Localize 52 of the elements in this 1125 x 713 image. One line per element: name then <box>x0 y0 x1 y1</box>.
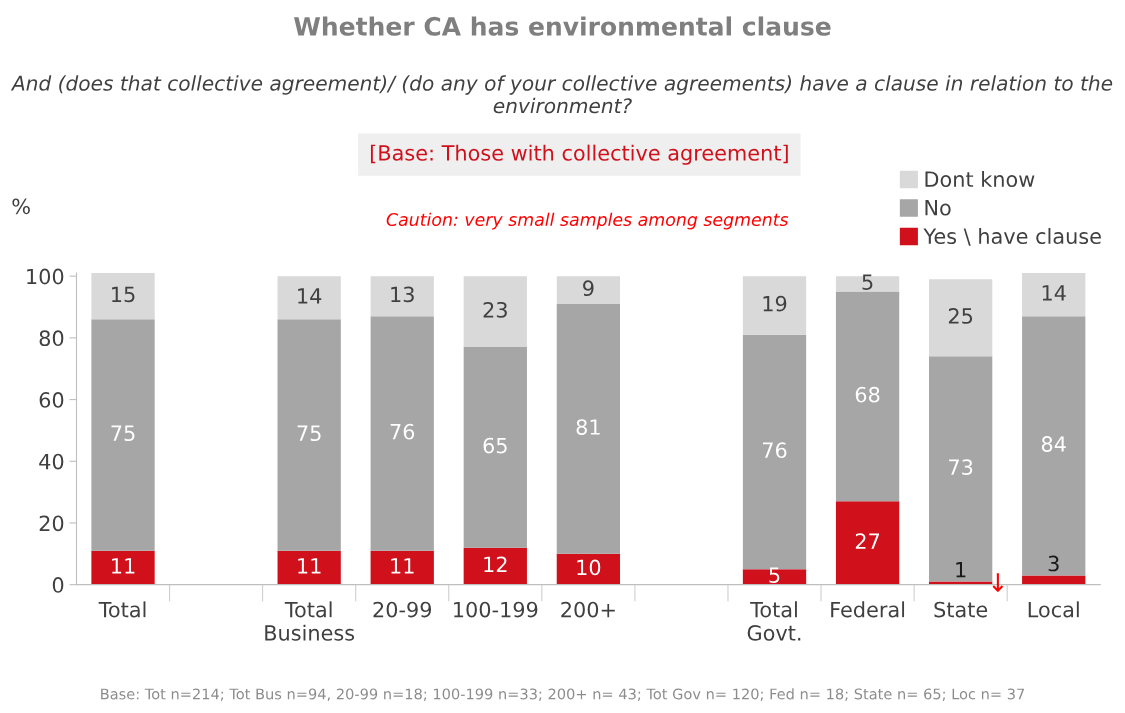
y-tick-label: 40 <box>39 453 64 470</box>
data-label: 73 <box>949 459 973 476</box>
data-label: 5 <box>769 567 780 583</box>
legend-label: Dont know <box>925 170 1035 188</box>
data-label: 23 <box>483 301 507 318</box>
data-label: 15 <box>112 286 135 303</box>
y-tick-label: 0 <box>52 577 64 593</box>
data-label: 84 <box>1041 436 1066 452</box>
x-tick-label: Total <box>98 601 146 618</box>
x-tick-label: Federal <box>831 601 905 618</box>
data-label: 81 <box>576 419 600 435</box>
text: Caution: very small samples among segments <box>386 212 789 230</box>
text: [Base: Those with collective agreement] <box>370 144 788 165</box>
data-label: 11 <box>391 558 414 574</box>
x-tick-label: 20-99 <box>373 601 432 618</box>
legend-label: Yes \ have clause <box>923 227 1101 246</box>
data-label: 75 <box>297 425 321 442</box>
data-label: 76 <box>390 423 415 440</box>
x-tick-label: 100-199 <box>454 601 538 618</box>
data-label: 14 <box>1042 285 1066 301</box>
data-label: 75 <box>111 425 135 442</box>
chart-subtitle: And (does that collective agreement)/ (do any of your collective agreements) have a clause in relation to the environment? <box>10 75 1113 114</box>
data-label: 19 <box>763 295 787 312</box>
text: Base: Tot n=214; Tot Bus n=94, 20-99 n=18; 100-199 n=33; 200+ n= 43; Tot Gov n= 120; Fed n= 18; State n= 65; Loc n= 37 <box>101 688 1025 701</box>
data-label: 12 <box>484 556 507 572</box>
data-label: 27 <box>855 533 880 549</box>
data-label: 14 <box>298 288 322 304</box>
data-label: 76 <box>762 442 787 459</box>
y-tick-label: 20 <box>39 515 64 532</box>
data-label: 65 <box>483 437 507 454</box>
data-label: 11 <box>112 558 135 574</box>
legend-label: No <box>925 200 951 216</box>
data-label: 3 <box>1048 555 1059 572</box>
y-tick-label: 60 <box>39 392 64 408</box>
data-label: 1 <box>956 562 966 578</box>
data-label: 25 <box>948 308 973 324</box>
data-label: 13 <box>391 286 414 303</box>
data-label: 10 <box>577 559 601 576</box>
annotation: ↓ <box>992 573 1004 592</box>
x-tick-label: Total Business <box>265 601 355 641</box>
x-tick-label: Total Govt. <box>747 601 801 641</box>
data-label: 5 <box>862 274 873 290</box>
data-label: 68 <box>855 386 880 403</box>
y-tick-label: 100 <box>27 268 64 285</box>
y-tick-label: 80 <box>39 330 64 347</box>
data-label: 9 <box>583 280 594 297</box>
x-tick-label: Local <box>1028 601 1079 618</box>
x-tick-label: 200+ <box>561 601 615 618</box>
x-tick-label: State <box>934 601 988 618</box>
chart-title: Whether CA has environmental clause <box>294 16 831 36</box>
y-axis-title: % <box>12 198 30 215</box>
data-label: 11 <box>298 558 321 574</box>
